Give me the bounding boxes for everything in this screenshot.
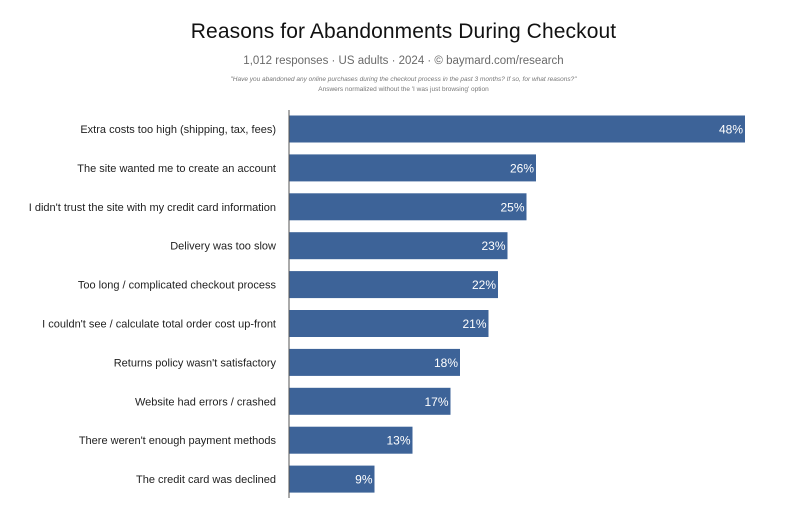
value-label: 9% xyxy=(355,473,373,487)
category-label: There weren't enough payment methods xyxy=(79,435,277,447)
bar xyxy=(289,232,508,260)
value-label: 17% xyxy=(424,395,448,409)
bars-group xyxy=(289,115,745,493)
value-label: 25% xyxy=(500,200,524,214)
value-label: 48% xyxy=(719,123,743,137)
category-label: Returns policy wasn't satisfactory xyxy=(114,357,277,369)
category-label: I couldn't see / calculate total order c… xyxy=(42,319,276,331)
value-label: 21% xyxy=(462,317,486,331)
category-label: I didn't trust the site with my credit c… xyxy=(29,202,276,214)
value-label: 26% xyxy=(510,161,534,175)
category-label: Too long / complicated checkout process xyxy=(78,280,277,292)
bar xyxy=(289,271,498,299)
category-label: The site wanted me to create an account xyxy=(77,163,276,175)
bar xyxy=(289,154,536,182)
bar xyxy=(289,387,451,415)
category-label: Website had errors / crashed xyxy=(135,396,276,408)
chart-title: Reasons for Abandonments During Checkout xyxy=(190,20,617,43)
survey-question-note: "Have you abandoned any online purchases… xyxy=(230,76,577,83)
value-label: 22% xyxy=(472,278,496,292)
category-label: Extra costs too high (shipping, tax, fee… xyxy=(80,124,276,136)
value-label: 13% xyxy=(386,434,410,448)
normalization-note: Answers normalized without the 'I was ju… xyxy=(318,86,489,93)
value-labels-group: 48% 26% 25% 23% 22% 21% 18% 17% 13% 9% xyxy=(355,123,743,487)
value-label: 18% xyxy=(434,356,458,370)
category-labels-group: Extra costs too high (shipping, tax, fee… xyxy=(29,124,277,486)
bar xyxy=(289,348,460,376)
bar xyxy=(289,193,527,221)
bar xyxy=(289,310,489,337)
category-label: Delivery was too slow xyxy=(170,241,276,253)
value-label: 23% xyxy=(481,239,505,253)
bar xyxy=(289,115,745,143)
bar xyxy=(289,426,413,454)
bar xyxy=(289,465,375,493)
chart-subtitle: 1,012 responses · US adults · 2024 · © b… xyxy=(243,55,564,67)
category-label: The credit card was declined xyxy=(136,474,276,486)
